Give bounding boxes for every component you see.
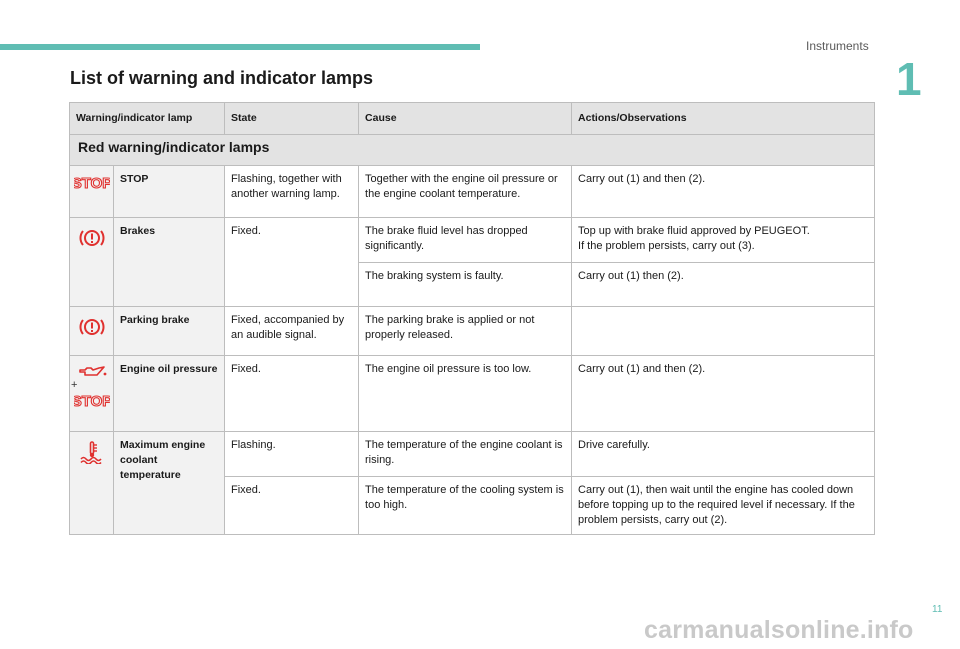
table-row: STOP STOP Flashing, together with anothe… [69, 165, 876, 218]
watermark: carmanualsonline.info [644, 616, 914, 644]
chapter-number: 1 [896, 53, 922, 105]
cause-cell: The temperature of the cooling system is… [358, 476, 573, 535]
state-cell: Flashing. [224, 431, 360, 477]
column-header-state: State [224, 102, 360, 135]
column-header-lamp: Warning/indicator lamp [68, 102, 226, 135]
oil-can-icon [78, 366, 106, 376]
table-row: Parking brake Fixed, accompanied by an a… [69, 306, 876, 356]
svg-text:STOP: STOP [74, 175, 110, 190]
brake-warning-icon [69, 217, 114, 307]
table-row: Maximum engine coolant temperature Flash… [69, 431, 876, 535]
plus-sign: + [71, 379, 78, 391]
cause-cell: The engine oil pressure is too low. [358, 355, 573, 432]
oil-pressure-icon-group: + STOP [69, 355, 114, 432]
lamp-name: Engine oil pressure [112, 355, 226, 432]
cause-cell: The parking brake is applied or not prop… [358, 306, 573, 356]
state-cell: Fixed. [224, 217, 360, 307]
state-cell: Flashing, together with another warning … [224, 165, 360, 218]
coolant-temperature-icon [69, 431, 114, 535]
table-header-row: Warning/indicator lamp State Cause Actio… [68, 102, 876, 135]
header-accent-bar [0, 44, 480, 50]
state-cell: Fixed, accompanied by an audible signal. [224, 306, 360, 356]
action-cell: Carry out (1) and then (2). [571, 165, 876, 218]
page-number: 11 [932, 604, 943, 615]
stop-icon: STOP [69, 165, 114, 218]
column-header-cause: Cause [358, 102, 573, 135]
lamp-name: Parking brake [112, 306, 226, 356]
group-header-row: Red warning/indicator lamps [68, 134, 876, 166]
group-title: Red warning/indicator lamps [68, 134, 876, 166]
cause-cell: The braking system is faulty. [358, 262, 573, 307]
section-name: Instruments [806, 39, 869, 53]
stop-icon: STOP [74, 392, 110, 408]
table-row: Fixed. The temperature of the cooling sy… [70, 476, 876, 535]
parking-brake-icon [69, 306, 114, 356]
cause-cell: Together with the engine oil pressure or… [358, 165, 573, 218]
table-row: The braking system is faulty. Carry out … [70, 262, 876, 307]
lamp-name: STOP [112, 165, 226, 218]
cause-cell: The brake fluid level has dropped signif… [358, 217, 573, 263]
action-cell [571, 306, 876, 356]
column-header-actions: Actions/Observations [571, 102, 876, 135]
warning-lamps-table: Warning/indicator lamp State Cause Actio… [68, 102, 876, 535]
page-title: List of warning and indicator lamps [70, 68, 374, 88]
table-row: Brakes Fixed. The brake fluid level has … [69, 217, 876, 307]
lamp-name: Maximum engine coolant temperature [112, 431, 226, 535]
svg-text:STOP: STOP [74, 393, 110, 408]
state-cell: Fixed. [224, 355, 360, 432]
action-cell: Drive carefully. [571, 431, 876, 477]
cause-cell: The temperature of the engine coolant is… [358, 431, 573, 477]
action-cell: Top up with brake fluid approved by PEUG… [571, 217, 876, 263]
table-row: + STOP Engine oil pressure Fixed. The en… [69, 355, 876, 432]
action-cell: Carry out (1) then (2). [571, 262, 876, 307]
action-cell: Carry out (1), then wait until the engin… [571, 476, 876, 535]
action-cell: Carry out (1) and then (2). [571, 355, 876, 432]
state-cell: Fixed. [224, 476, 360, 535]
lamp-name: Brakes [112, 217, 226, 307]
